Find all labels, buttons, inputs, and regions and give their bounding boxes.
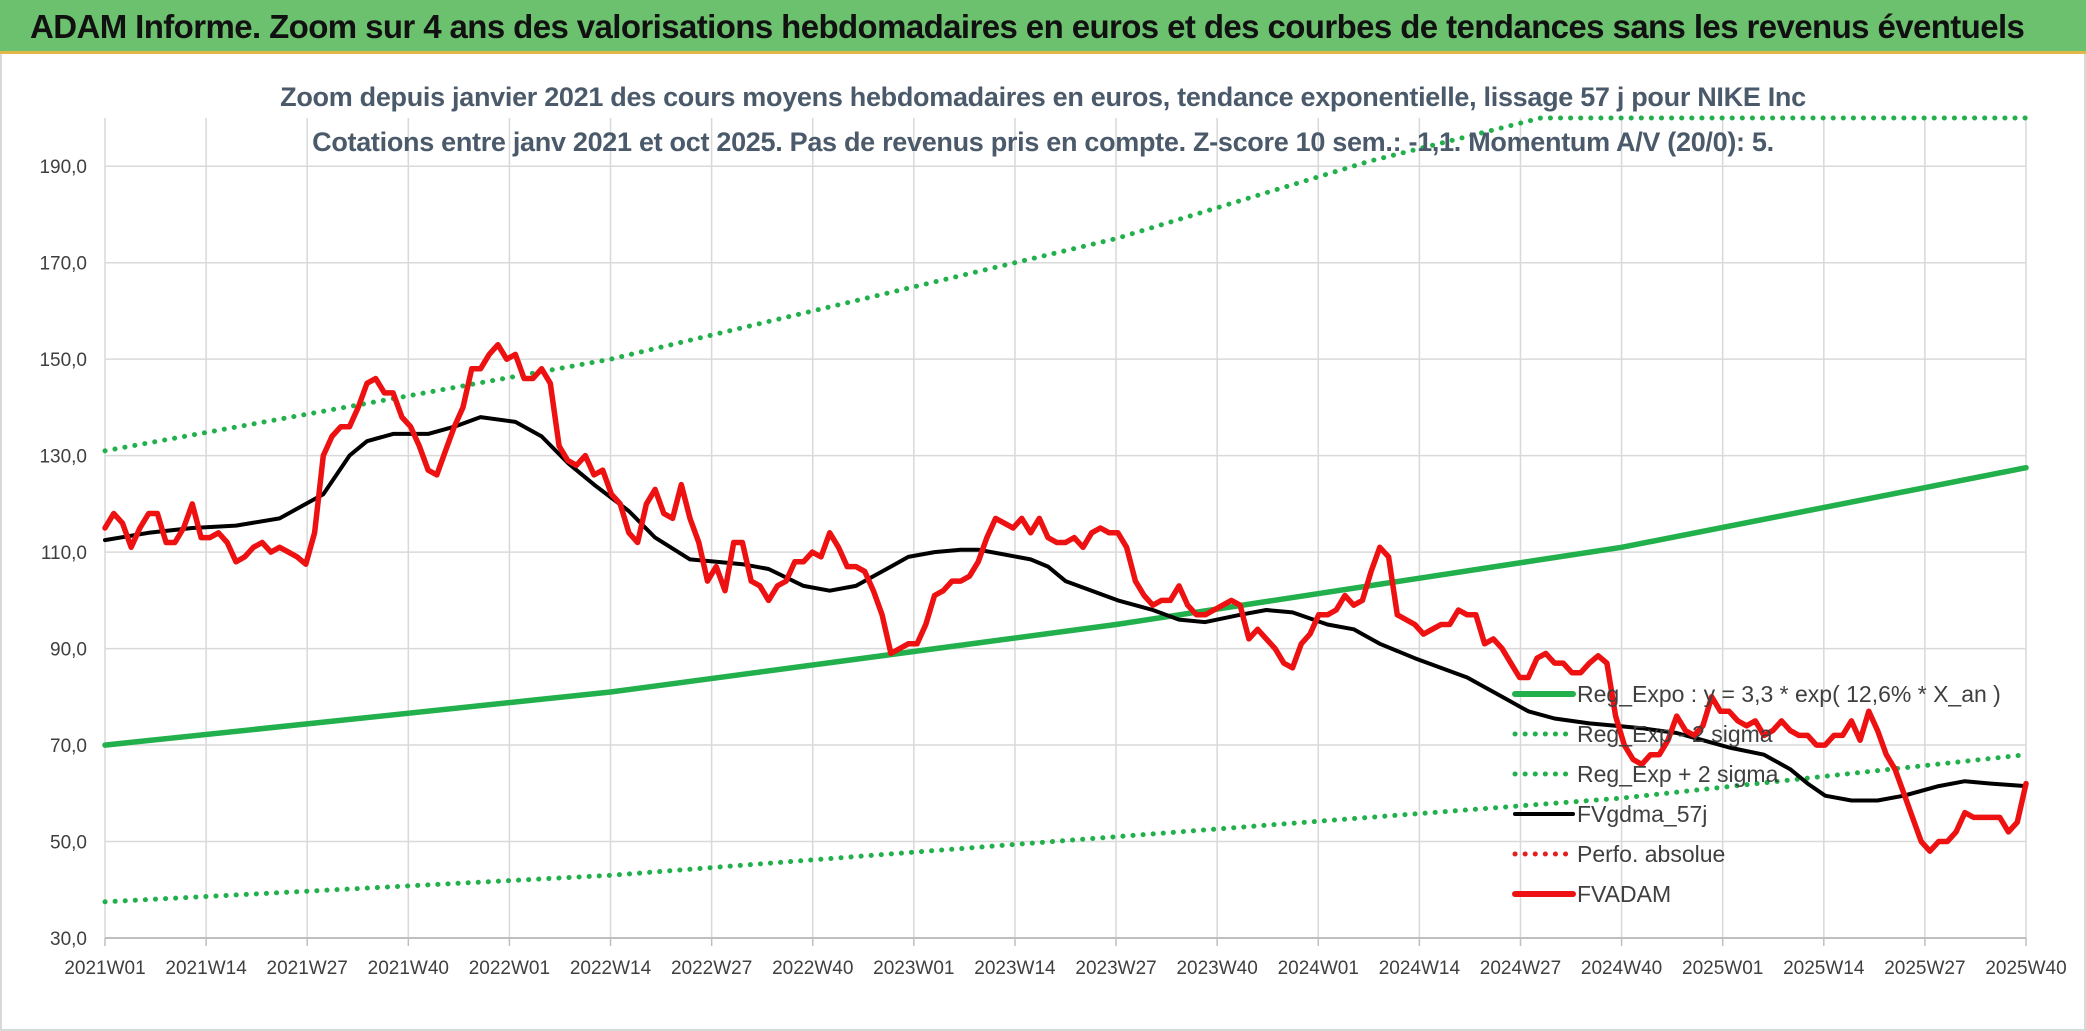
y-tick-label: 150,0 (39, 350, 87, 371)
x-tick-label: 2023W27 (1075, 958, 1156, 979)
series-line-fvgdma-57j (103, 415, 2028, 803)
legend-label: FVgdma_57j (1577, 801, 1707, 827)
legend-layer: Reg_Expo : y = 3,3 * exp( 12,6% * X_an )… (1512, 681, 2001, 907)
chart-title-line1: Zoom depuis janvier 2021 des cours moyen… (280, 82, 1806, 112)
y-tick-label: 190,0 (39, 157, 87, 178)
x-tick-label: 2022W01 (469, 958, 550, 979)
x-tick-label: 2023W40 (1176, 958, 1257, 979)
series-line-reg-exp-2-sigma (102, 115, 2029, 454)
series-layer (102, 115, 2029, 905)
x-tick-label: 2021W27 (267, 958, 348, 979)
y-tick-label: 170,0 (39, 254, 87, 275)
legend-label: Reg_Exp - 2 sigma (1577, 721, 1773, 747)
x-tick-label: 2024W40 (1581, 958, 1662, 979)
x-tick-label: 2022W27 (671, 958, 752, 979)
y-tick-label: 70,0 (50, 736, 87, 757)
x-tick-label: 2024W14 (1379, 958, 1461, 979)
legend-label: Perfo. absolue (1577, 841, 1725, 867)
chart-frame (0, 54, 2086, 1031)
y-tick-label: 90,0 (50, 640, 87, 661)
x-tick-label: 2025W14 (1783, 958, 1865, 979)
x-tick-label: 2021W01 (64, 958, 145, 979)
x-tick-label: 2021W40 (368, 958, 449, 979)
grid-layer (104, 118, 2027, 939)
y-tick-label: 50,0 (50, 833, 87, 854)
legend-label: FVADAM (1577, 881, 1671, 907)
x-tick-label: 2025W01 (1682, 958, 1763, 979)
y-tick-label: 30,0 (50, 929, 87, 950)
x-tick-label: 2024W27 (1480, 958, 1561, 979)
legend-label: Reg_Exp + 2 sigma (1577, 761, 1779, 787)
y-tick-label: 110,0 (41, 543, 87, 564)
page-title: ADAM Informe. Zoom sur 4 ans des valoris… (30, 8, 2025, 45)
x-tick-label: 2022W14 (570, 958, 652, 979)
x-tick-label: 2025W40 (1985, 958, 2066, 979)
x-tick-label: 2025W27 (1884, 958, 1965, 979)
x-tick-label: 2021W14 (165, 958, 247, 979)
x-tick-label: 2022W40 (772, 958, 853, 979)
x-tick-label: 2024W01 (1278, 958, 1359, 979)
x-tick-label: 2023W01 (873, 958, 954, 979)
axis-layer: 30,0 50,0 70,0 90,0 110,0 130,0 150,0 170,0 190,… (39, 157, 2066, 979)
header-bar: ADAM Informe. Zoom sur 4 ans des valoris… (0, 0, 2086, 54)
chart-title-line2: Cotations entre janv 2021 et oct 2025. P… (312, 127, 1774, 157)
x-tick-label: 2023W14 (974, 958, 1056, 979)
series-line-fvadam (102, 341, 2029, 854)
series-line-reg-expo-y-3-3-exp-12-6-x-an (102, 464, 2029, 748)
series-line-reg-exp-2-sigma (102, 752, 2029, 905)
y-tick-label: 130,0 (39, 447, 87, 468)
legend-label: Reg_Expo : y = 3,3 * exp( 12,6% * X_an ) (1577, 681, 2001, 707)
